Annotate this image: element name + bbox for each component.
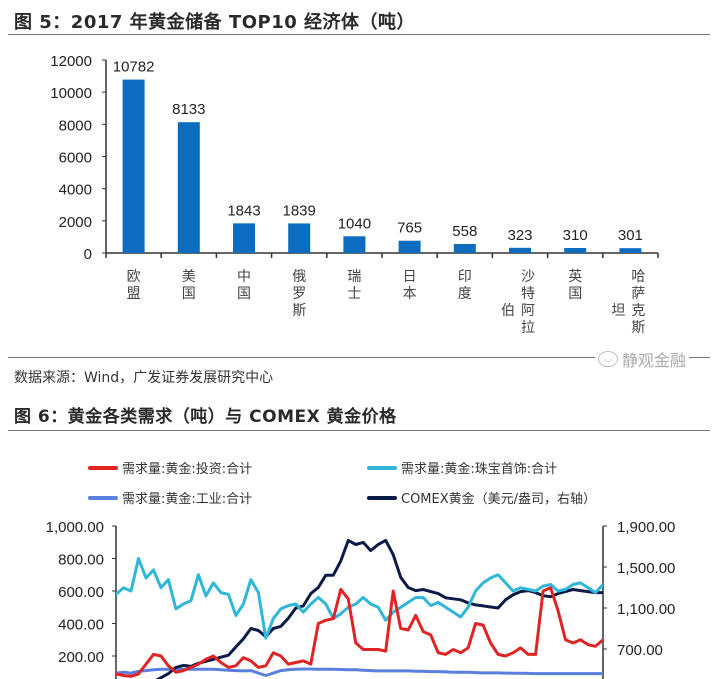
- category-label: 盟: [127, 285, 141, 301]
- category-label: 瑞: [347, 268, 361, 284]
- wechat-icon: ◡: [598, 351, 618, 367]
- right-y-tick-label: 1,100.00: [617, 601, 675, 618]
- category-label: 斯: [631, 319, 645, 335]
- category-label: 英: [568, 268, 582, 284]
- series-line: [155, 538, 603, 679]
- legend-swatch: [367, 495, 397, 500]
- bar: [177, 122, 200, 254]
- category-label: 伯: [501, 302, 515, 318]
- bar-value-label: 1040: [338, 215, 371, 232]
- legend-swatch: [88, 495, 118, 500]
- legend-item-industrial: 需求量:黄金:工业:合计: [88, 488, 252, 507]
- y-tick-label: 10000: [50, 85, 92, 102]
- bar: [233, 223, 255, 253]
- figure5-title: 图 5：2017 年黄金储备 TOP10 经济体（吨）: [14, 12, 416, 33]
- category-label: 斯: [292, 302, 306, 318]
- figure6-title: 图 6：黄金各类需求（吨）与 COMEX 黄金价格: [14, 407, 397, 427]
- source-divider: [8, 357, 710, 358]
- bar-value-label: 765: [397, 220, 422, 237]
- category-label: 克: [631, 302, 645, 318]
- legend-swatch: [367, 465, 397, 470]
- left-y-tick-label: 200.00: [58, 649, 104, 666]
- bar-value-label: 1839: [283, 202, 316, 219]
- category-label: 坦: [611, 302, 625, 318]
- legend-swatch: [88, 465, 118, 470]
- category-label: 日: [403, 268, 417, 284]
- category-label: 沙: [521, 268, 535, 284]
- category-label: 欧: [127, 268, 141, 284]
- category-label: 本: [403, 285, 417, 301]
- legend-item-investment: 需求量:黄金:投资:合计: [88, 458, 252, 477]
- legend-item-comex: COMEX黄金（美元/盎司，右轴）: [367, 488, 596, 507]
- legend-label: 需求量:黄金:珠宝首饰:合计: [401, 462, 558, 477]
- data-source-note: 数据来源：Wind，广发证券发展研究中心: [14, 370, 274, 386]
- bar-value-label: 310: [563, 227, 588, 244]
- series-line: [116, 667, 603, 677]
- category-label: 拉: [521, 319, 535, 335]
- bar: [398, 240, 421, 253]
- bar-value-label: 10782: [113, 59, 155, 76]
- bar: [619, 248, 642, 253]
- category-label: 度: [458, 285, 472, 301]
- y-tick-label: 4000: [59, 182, 92, 199]
- bar: [343, 236, 366, 253]
- category-label: 国: [182, 285, 196, 301]
- watermark-text: 静观金融: [622, 351, 687, 370]
- series-line: [116, 586, 603, 678]
- bar: [288, 223, 311, 253]
- legend-label: 需求量:黄金:工业:合计: [122, 492, 253, 507]
- title-divider-2: [8, 430, 710, 431]
- category-label: 国: [568, 285, 582, 301]
- category-label: 阿: [521, 302, 535, 318]
- left-y-tick-label: 800.00: [58, 552, 104, 569]
- bar-value-label: 8133: [172, 101, 205, 118]
- category-label: 士: [347, 285, 361, 301]
- category-label: 国: [237, 285, 251, 301]
- category-label: 罗: [292, 285, 306, 301]
- y-tick-label: 6000: [59, 150, 92, 167]
- category-label: 美: [182, 268, 196, 284]
- left-y-tick-label: 1,000.00: [46, 519, 104, 536]
- y-tick-label: 8000: [59, 117, 92, 134]
- category-label: 哈: [631, 268, 645, 284]
- category-label: 俄: [292, 268, 306, 284]
- legend-label: COMEX黄金（美元/盎司，右轴）: [401, 492, 597, 507]
- bar-value-label: 558: [452, 223, 477, 240]
- watermark: ◡ 静观金融: [595, 347, 690, 371]
- legend-item-jewelry: 需求量:黄金:珠宝首饰:合计: [367, 458, 557, 477]
- bar: [122, 79, 145, 253]
- bar: [564, 248, 587, 253]
- category-label: 印: [458, 268, 472, 284]
- category-label: 特: [521, 285, 535, 301]
- bar: [453, 244, 476, 253]
- category-label: 中: [237, 268, 251, 284]
- bar-value-label: 1843: [227, 202, 260, 219]
- right-y-tick-label: 1,500.00: [617, 560, 675, 577]
- line-chart-gold-demand-comex: 200.00 400.00 600.00 800.00 1,000.00 700.00 1,…: [46, 519, 675, 679]
- legend-label: 需求量:黄金:投资:合计: [122, 462, 253, 477]
- bar: [509, 247, 531, 253]
- bar-value-label: 323: [507, 227, 532, 244]
- bar-value-label: 301: [618, 227, 643, 244]
- series-line: [116, 557, 603, 640]
- title-divider: [8, 34, 710, 35]
- right-y-tick-label: 1,900.00: [617, 519, 675, 536]
- y-tick-label: 2000: [59, 214, 92, 231]
- left-y-tick-label: 400.00: [58, 617, 104, 634]
- left-y-tick-label: 600.00: [58, 584, 104, 601]
- right-y-tick-label: 700.00: [617, 642, 663, 659]
- y-tick-label: 0: [84, 246, 92, 263]
- y-tick-label: 12000: [50, 53, 92, 70]
- category-label: 萨: [631, 285, 645, 301]
